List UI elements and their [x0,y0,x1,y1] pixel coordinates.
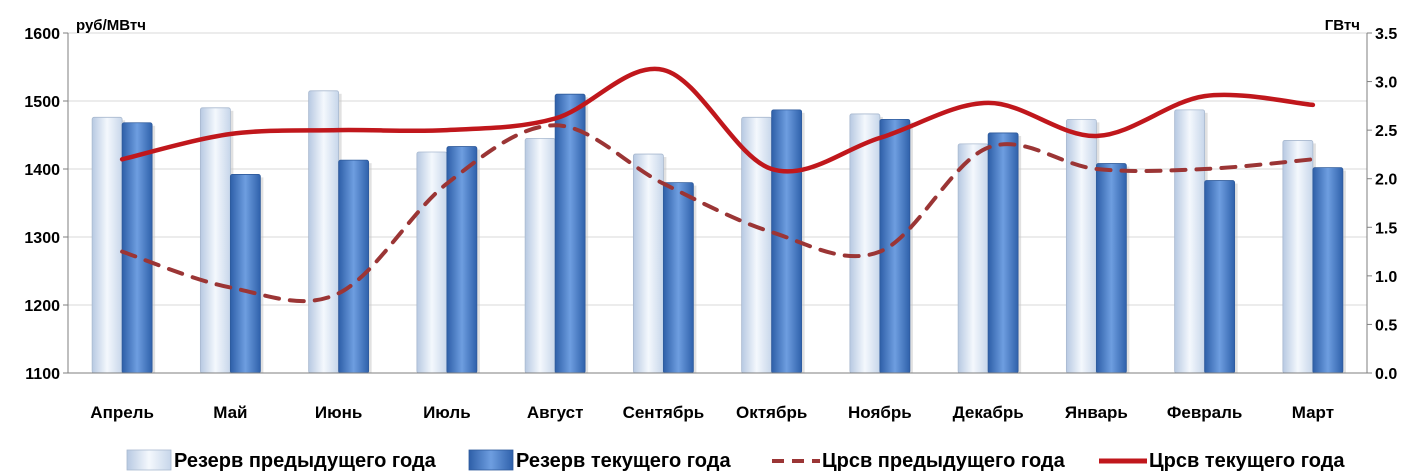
right-tick-label: 2.5 [1375,123,1397,140]
line-curr-price [119,66,1316,174]
bar-curr-reserve [229,174,261,374]
right-tick-label: 0.5 [1375,317,1397,334]
bar-prev-reserve [91,116,123,374]
bar-curr-reserve [554,93,586,374]
left-axis-unit: руб/МВтч [76,17,146,34]
right-tick-label: 1.5 [1375,220,1397,237]
category-label: Июнь [315,403,362,422]
left-tick-label: 1400 [24,162,60,179]
category-label: Февраль [1167,403,1243,422]
bar-prev-reserve [632,153,664,374]
category-label: Август [527,403,584,422]
right-tick-label: 2.0 [1375,172,1397,189]
right-tick-label: 3.5 [1375,26,1397,43]
category-label: Июль [423,403,471,422]
left-tick-label: 1300 [24,230,60,247]
lines [119,66,1316,304]
bar-curr-reserve [662,182,694,374]
legend-item-prev-price: Црсв предыдущего года [772,450,1066,472]
bar-prev-reserve [957,143,989,374]
bar-prev-reserve [199,107,231,374]
bar-prev-reserve [524,137,556,374]
legend-label-prev-reserve: Резерв предыдущего года [174,450,437,472]
right-axis-unit: ГВтч [1325,17,1360,34]
legend: Резерв предыдущего года Резерв текущего … [126,449,1345,472]
bar-curr-reserve [987,132,1019,374]
legend-item-curr-reserve: Резерв текущего года [468,449,731,472]
category-label: Ноябрь [848,403,912,422]
bar-prev-reserve [1174,109,1206,374]
bars [91,90,1346,374]
category-label: Сентябрь [623,403,705,422]
bar-prev-reserve [741,116,773,374]
bar-curr-reserve [1204,180,1236,374]
category-label: Декабрь [953,403,1024,422]
line-prev-price [120,123,1315,304]
bar-curr-reserve [879,118,911,374]
left-tick-label: 1200 [24,298,60,315]
right-tick-label: 3.0 [1375,75,1397,92]
category-label: Март [1292,403,1334,422]
category-label: Январь [1065,403,1128,422]
bar-curr-reserve [1095,163,1127,374]
legend-swatch-prev-reserve [126,449,172,471]
legend-item-prev-reserve: Резерв предыдущего года [126,449,437,472]
bar-prev-reserve [1282,140,1314,374]
bar-prev-reserve [308,90,340,374]
legend-label-curr-reserve: Резерв текущего года [516,450,731,472]
right-tick-label: 1.0 [1375,269,1397,286]
category-label: Май [213,403,247,422]
bar-curr-reserve [1312,167,1344,374]
bar-prev-reserve [849,113,881,374]
bar-curr-reserve [338,159,370,374]
legend-item-curr-price: Црсв текущего года [1099,450,1345,472]
right-tick-label: 0.0 [1375,366,1397,383]
bar-prev-reserve [1065,118,1097,374]
legend-label-prev-price: Црсв предыдущего года [822,450,1066,472]
left-tick-label: 1100 [25,366,60,383]
category-label: Октябрь [736,403,807,422]
left-tick-label: 1600 [24,26,60,43]
legend-swatch-curr-reserve [468,449,514,471]
legend-label-curr-price: Црсв текущего года [1149,450,1345,472]
left-tick-label: 1500 [24,94,60,111]
category-label: Апрель [90,403,154,422]
